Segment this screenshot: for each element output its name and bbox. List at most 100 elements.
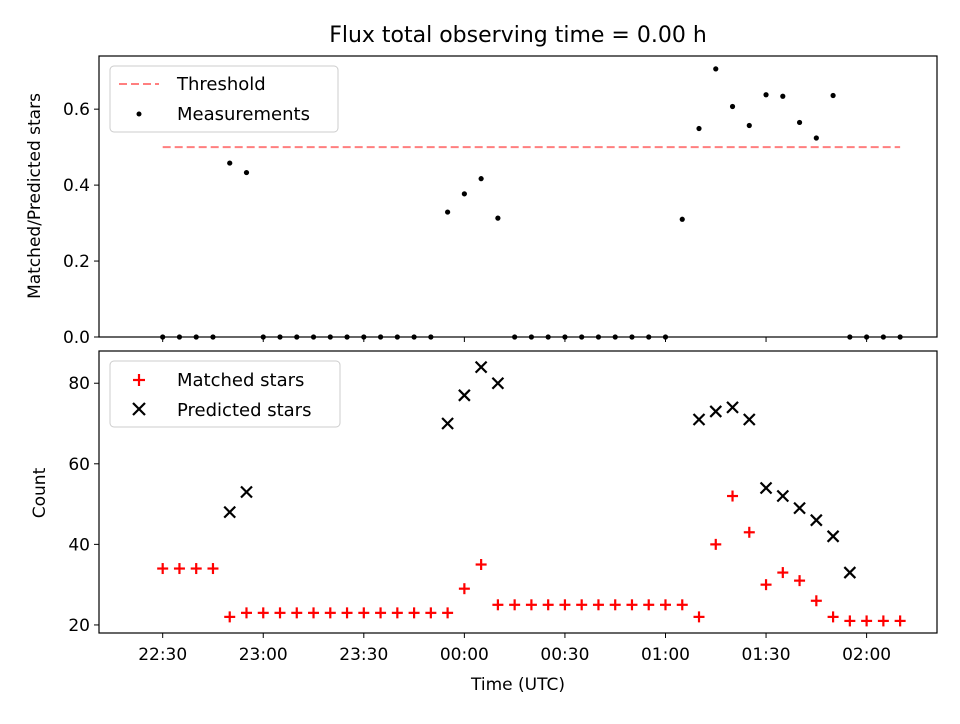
- top-y-tick-label: 0.6: [63, 100, 90, 120]
- matched-star-point: [391, 607, 403, 619]
- top-plot-marks: [160, 66, 903, 340]
- matched-star-point: [693, 611, 705, 623]
- bottom-x-tick-label: 00:30: [540, 645, 589, 665]
- measurement-point: [796, 119, 803, 126]
- top-panel: Flux total observing time = 0.00 h Match…: [25, 23, 938, 348]
- matched-star-point: [458, 583, 470, 595]
- matched-star-point: [324, 607, 336, 619]
- predicted-star-point: [759, 481, 773, 495]
- bottom-x-tick-label: 22:30: [138, 645, 187, 665]
- predicted-star-point: [793, 501, 806, 515]
- matched-star-point: [592, 599, 604, 611]
- matched-star-point: [274, 607, 286, 619]
- predicted-star-point: [826, 530, 840, 543]
- matched-star-point: [827, 611, 839, 623]
- bottom-x-tick-label: 01:30: [742, 645, 791, 665]
- measurement-point: [830, 92, 836, 99]
- matched-star-point: [308, 607, 320, 619]
- matched-star-point: [207, 563, 219, 575]
- measurement-point: [227, 160, 233, 166]
- bottom-y-tick-label: 60: [68, 455, 90, 475]
- matched-star-point: [760, 579, 772, 591]
- matched-star-point: [190, 563, 202, 575]
- matched-star-point: [509, 599, 521, 611]
- top-chart-title: Flux total observing time = 0.00 h: [329, 23, 707, 48]
- matched-star-point: [643, 599, 655, 611]
- predicted-star-point: [726, 401, 739, 414]
- matched-star-point: [727, 490, 739, 502]
- matched-star-point: [408, 607, 420, 619]
- matched-star-point: [173, 563, 185, 575]
- predicted-star-point: [843, 566, 857, 579]
- top-legend-box: [109, 65, 339, 133]
- bottom-y-tick-label: 40: [68, 535, 90, 555]
- matched-star-point: [525, 599, 537, 611]
- matched-star-point: [844, 615, 856, 627]
- predicted-star-point: [692, 413, 706, 426]
- matched-star-point: [257, 607, 269, 619]
- bottom-axes: 20 40 60 80 22:30 23:00 23:30 00:00 00:30 01:00 01…: [68, 350, 938, 665]
- bottom-legend: Matched stars Predicted stars: [109, 360, 341, 428]
- predicted-star-point: [743, 413, 756, 426]
- measurement-point: [679, 216, 685, 222]
- matched-star-point: [240, 607, 252, 619]
- bottom-legend-label-predicted: Predicted stars: [177, 400, 311, 421]
- matched-star-point: [810, 595, 822, 607]
- predicted-star-point: [709, 405, 723, 418]
- matched-star-point: [442, 607, 454, 619]
- matched-star-point: [609, 599, 621, 611]
- bottom-y-axis-label: Count: [30, 467, 50, 518]
- predicted-star-point: [240, 485, 253, 499]
- matched-star-point: [894, 615, 906, 627]
- top-y-tick-label: 0.2: [63, 252, 90, 272]
- predicted-star-point: [223, 505, 237, 519]
- predicted-star-point: [491, 376, 505, 390]
- bottom-x-tick-label: 00:00: [440, 645, 489, 665]
- measurement-point: [813, 135, 819, 141]
- predicted-star-point: [776, 489, 790, 503]
- top-axes-frame: [98, 55, 938, 338]
- bottom-panel: Count Time (UTC) 20 40 60 80 22:30 23:00 23:30…: [30, 350, 938, 695]
- measurements-legend-swatch: [136, 111, 142, 117]
- matched-star-point: [877, 615, 889, 627]
- predicted-stars-legend-swatch: [132, 402, 146, 416]
- matched-star-point: [710, 538, 722, 550]
- matched-star-point: [157, 563, 169, 575]
- predicted-star-point: [810, 513, 823, 527]
- matched-star-point: [475, 559, 487, 571]
- matched-star-point: [659, 599, 671, 611]
- bottom-legend-box: [109, 360, 341, 428]
- measurement-point: [696, 125, 702, 132]
- matched-star-point: [542, 599, 554, 611]
- matched-star-point: [425, 607, 437, 619]
- bottom-plot-marks: [157, 360, 906, 627]
- bottom-x-tick-label: 23:30: [339, 645, 388, 665]
- matched-star-point: [358, 607, 370, 619]
- measurement-point: [495, 215, 501, 221]
- matched-star-point: [291, 607, 303, 619]
- measurement-point: [763, 92, 769, 98]
- bottom-y-tick-label: 80: [68, 374, 90, 394]
- matched-star-point: [375, 607, 387, 619]
- matched-star-point: [576, 599, 588, 611]
- matched-star-point: [559, 599, 571, 611]
- matched-star-point: [794, 575, 806, 587]
- predicted-star-point: [441, 417, 454, 430]
- matched-star-point: [861, 615, 873, 627]
- matched-star-point: [777, 567, 789, 579]
- top-y-axis-label: Matched/Predicted stars: [25, 93, 45, 299]
- measurement-point: [729, 103, 736, 110]
- bottom-legend-label-matched: Matched stars: [177, 370, 304, 391]
- bottom-x-tick-label: 02:00: [842, 645, 891, 665]
- measurement-point: [746, 122, 752, 129]
- predicted-star-point: [458, 389, 471, 402]
- bottom-x-tick-label: 01:00: [641, 645, 690, 665]
- measurement-point: [478, 176, 484, 182]
- top-legend-label-threshold: Threshold: [176, 74, 266, 95]
- bottom-y-tick-label: 20: [68, 616, 90, 636]
- measurement-point: [243, 169, 250, 176]
- measurement-point: [713, 66, 719, 72]
- bottom-axes-frame: [98, 350, 938, 634]
- matched-star-point: [341, 607, 353, 619]
